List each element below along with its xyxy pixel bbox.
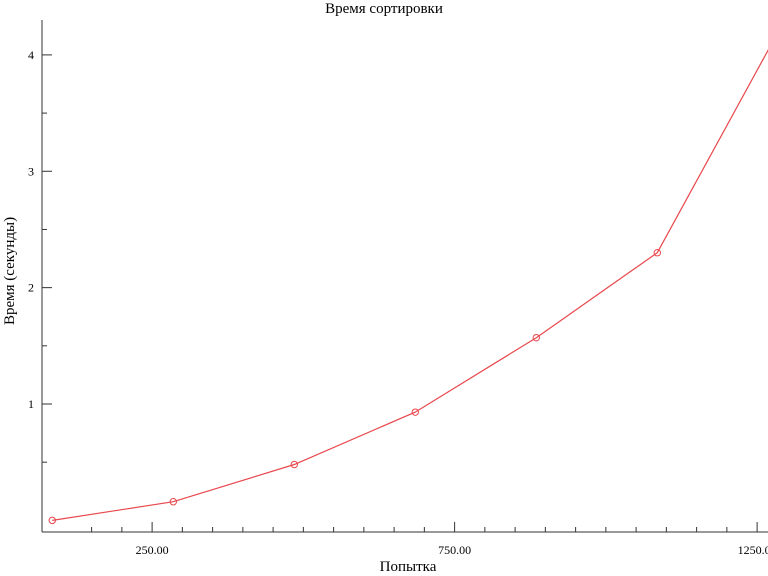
ticks: 250.00 750.00 1250.00 1 2 3 4	[28, 48, 768, 557]
axes	[41, 20, 768, 533]
data-point	[290, 460, 298, 469]
x-tick-label: 250.00	[136, 543, 169, 557]
data-point	[48, 516, 56, 525]
data-point	[653, 249, 661, 257]
x-tick-label: 1250.00	[738, 543, 768, 557]
data-point	[169, 498, 177, 506]
x-axis-label: Попытка	[380, 559, 437, 575]
y-tick-label: 3	[28, 164, 34, 178]
y-axis-label: Время (секунды)	[2, 217, 18, 325]
x-tick-label: 750.00	[438, 543, 471, 557]
data-point	[532, 333, 540, 342]
y-tick-label: 1	[28, 397, 34, 411]
chart-title: Время сортировки	[325, 1, 443, 17]
y-tick-label: 4	[28, 48, 34, 62]
series-line	[52, 49, 768, 521]
series-layer	[48, 49, 768, 525]
data-point	[411, 408, 419, 416]
y-tick-label: 2	[28, 281, 34, 295]
